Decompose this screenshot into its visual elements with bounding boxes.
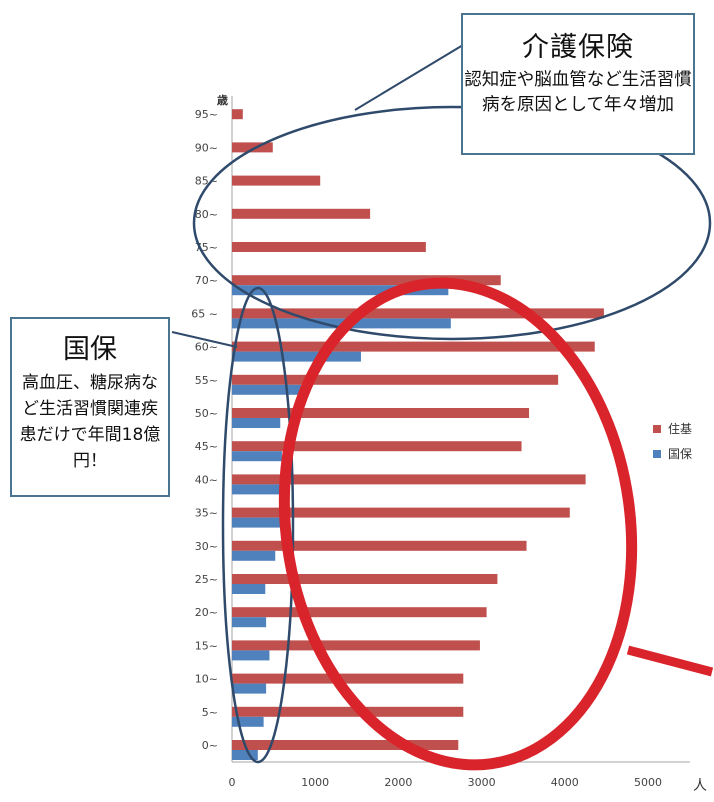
bar-住基 bbox=[232, 540, 527, 551]
bar-住基 bbox=[232, 242, 426, 252]
bar-国保 bbox=[232, 351, 361, 362]
x-tick-label: 4000 bbox=[551, 776, 579, 789]
bar-住基 bbox=[232, 341, 595, 352]
legend-label-住基: 住基 bbox=[668, 422, 692, 436]
bar-国保 bbox=[232, 285, 449, 296]
bar-住基 bbox=[232, 474, 586, 485]
bars bbox=[232, 109, 604, 760]
y-tick-label: 30~ bbox=[195, 540, 218, 553]
bar-住基 bbox=[232, 740, 459, 750]
y-tick-label: 15~ bbox=[195, 639, 218, 652]
y-tick-label: 95~ bbox=[195, 108, 218, 121]
y-tick-label: 45~ bbox=[195, 440, 218, 453]
bar-国保 bbox=[232, 384, 302, 395]
bar-国保 bbox=[232, 484, 286, 495]
bar-国保 bbox=[232, 584, 266, 594]
kokuho-callout-text: 高血圧、糖尿病など生活習慣関連疾患だけで年間18億円！ bbox=[19, 373, 161, 471]
bar-住基 bbox=[232, 408, 530, 418]
kaigo-callout: 介護保険 認知症や脳血管など生活習慣病を原因として年々増加 bbox=[461, 13, 695, 155]
bar-住基 bbox=[232, 208, 371, 219]
y-tick-label: 40~ bbox=[195, 473, 218, 486]
legend-label-国保: 国保 bbox=[668, 447, 692, 461]
kokuho-callout-pointer bbox=[171, 331, 238, 348]
bar-住基 bbox=[232, 308, 604, 319]
y-axis-label: 歳 bbox=[217, 93, 228, 107]
bar-住基 bbox=[232, 507, 570, 518]
bar-国保 bbox=[232, 683, 267, 694]
y-tick-label: 60~ bbox=[195, 341, 218, 354]
bar-国保 bbox=[232, 716, 264, 727]
bar-住基 bbox=[232, 673, 464, 684]
bar-住基 bbox=[232, 142, 273, 153]
legend-swatch-国保 bbox=[653, 450, 661, 458]
kokuho-callout-title: 国保 bbox=[63, 334, 117, 365]
bar-国保 bbox=[232, 650, 270, 661]
bar-住基 bbox=[232, 640, 480, 651]
x-axis-label: 人 bbox=[693, 778, 707, 794]
x-tick-label: 1000 bbox=[301, 776, 329, 789]
bar-国保 bbox=[232, 418, 281, 428]
y-tick-label: 25~ bbox=[195, 573, 218, 586]
red-magnify-ellipse bbox=[278, 277, 638, 771]
y-tick-label: 70~ bbox=[195, 274, 218, 287]
y-tick-label: 90~ bbox=[195, 141, 218, 154]
y-tick-label: 80~ bbox=[195, 208, 218, 221]
y-tick-label: 0~ bbox=[202, 739, 218, 752]
red-magnify-handle bbox=[626, 645, 714, 677]
bar-住基 bbox=[232, 275, 501, 286]
legend-swatch-住基 bbox=[653, 425, 661, 433]
x-tick-label: 2000 bbox=[384, 776, 412, 789]
bar-国保 bbox=[232, 451, 282, 462]
bar-国保 bbox=[232, 617, 267, 628]
x-tick-label: 3000 bbox=[468, 776, 496, 789]
y-tick-label: 50~ bbox=[195, 407, 218, 420]
bar-住基 bbox=[232, 574, 498, 584]
y-tick-label: 85~ bbox=[195, 175, 218, 188]
y-tick-label: 65 ~ bbox=[191, 307, 218, 320]
bar-住基 bbox=[232, 441, 522, 452]
kaigo-highlight-ellipse bbox=[192, 105, 712, 341]
bar-国保 bbox=[232, 550, 276, 561]
bar-住基 bbox=[232, 607, 487, 618]
y-tick-label: 20~ bbox=[195, 606, 218, 619]
x-tick-label: 5000 bbox=[634, 776, 662, 789]
bar-住基 bbox=[232, 109, 243, 120]
y-tick-label: 55~ bbox=[195, 374, 218, 387]
plot-area: 歳 0~ 5~ 10~ 15~ 20~ 25~ 30~ 35~ 40~ 45~ 50~ 55~ 60~ 65… bbox=[191, 93, 707, 794]
kaigo-callout-text: 認知症や脳血管など生活習慣病を原因として年々増加 bbox=[464, 70, 692, 115]
bar-住基 bbox=[232, 706, 464, 717]
bar-国保 bbox=[232, 517, 281, 528]
bar-住基 bbox=[232, 175, 321, 186]
y-tick-label: 10~ bbox=[195, 673, 218, 686]
kaigo-callout-title: 介護保険 bbox=[522, 32, 634, 63]
annotation-ellipses bbox=[171, 44, 714, 771]
y-tick-label: 35~ bbox=[195, 507, 218, 520]
y-tick-label: 5~ bbox=[202, 706, 218, 719]
kokuho-highlight-ellipse bbox=[221, 286, 295, 764]
kaigo-callout-pointer bbox=[354, 44, 464, 111]
kokuho-callout: 国保 高血圧、糖尿病など生活習慣関連疾患だけで年間18億円！ bbox=[10, 317, 170, 497]
bar-住基 bbox=[232, 374, 559, 385]
x-tick-label: 0 bbox=[229, 776, 236, 789]
bar-国保 bbox=[232, 750, 258, 760]
